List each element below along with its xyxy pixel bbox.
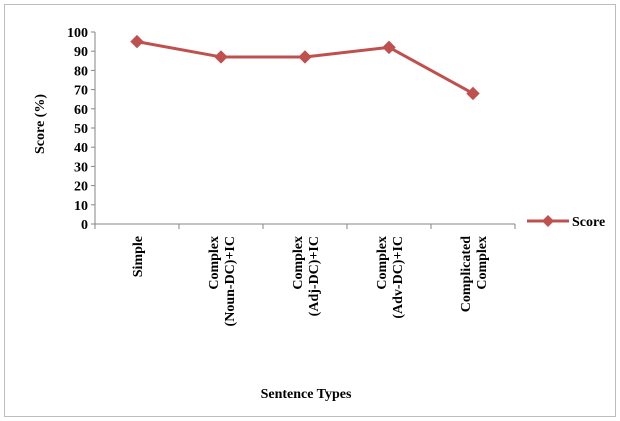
x-category-label: Complex (Adj-DC)+IC <box>291 236 322 316</box>
y-tick-label: 80 <box>74 64 88 79</box>
y-tick-label: 70 <box>74 84 88 99</box>
legend: Score <box>527 215 605 230</box>
data-point-marker <box>466 86 480 101</box>
x-category-label-line: Complicated <box>459 236 474 312</box>
axes <box>91 31 516 229</box>
y-tick-label: 60 <box>74 103 88 118</box>
x-category-labels: Simple Complex (Noun-DC)+IC Complex (Adj-DC)… <box>131 236 490 327</box>
x-category-label: Complicated Complex <box>459 236 490 312</box>
x-category-label: Complex (Noun-DC)+IC <box>207 236 238 326</box>
y-tick-label: 20 <box>74 180 88 195</box>
x-category-label: Simple <box>131 236 146 277</box>
x-category-label-line: (Adv-DC)+IC <box>391 236 406 319</box>
x-category-label-line: Complex <box>291 236 306 290</box>
x-category-label-line: Complex <box>475 236 490 290</box>
y-tick-label: 30 <box>74 160 88 175</box>
data-point-marker <box>298 50 312 64</box>
series-line-score <box>136 40 474 95</box>
x-axis-title: Sentence Types <box>261 387 352 402</box>
y-tick-label: 50 <box>74 122 88 137</box>
y-tick-label: 10 <box>74 199 88 214</box>
legend-marker <box>542 215 554 227</box>
x-category-label-line: Simple <box>131 236 146 277</box>
x-category-label-line: (Adj-DC)+IC <box>307 236 322 316</box>
series-layer <box>130 34 480 101</box>
y-tick-label: 0 <box>81 218 88 233</box>
legend-label: Score <box>572 215 605 230</box>
y-tick-label: 90 <box>74 45 88 60</box>
y-axis-title: Score (%) <box>33 94 48 154</box>
y-tick-label: 100 <box>67 26 88 41</box>
y-tick-label: 40 <box>74 141 88 156</box>
data-point-marker <box>130 34 144 49</box>
data-point-marker <box>382 40 396 55</box>
x-category-label-line: Complex <box>375 236 390 290</box>
chart-frame <box>4 4 616 417</box>
x-category-label-line: Complex <box>207 236 222 290</box>
x-category-label: Complex (Adv-DC)+IC <box>375 236 406 319</box>
y-tick-labels: 0 10 20 30 40 50 60 70 80 90 100 <box>67 26 88 233</box>
x-category-label-line: (Noun-DC)+IC <box>223 236 238 326</box>
data-point-marker <box>214 50 228 64</box>
